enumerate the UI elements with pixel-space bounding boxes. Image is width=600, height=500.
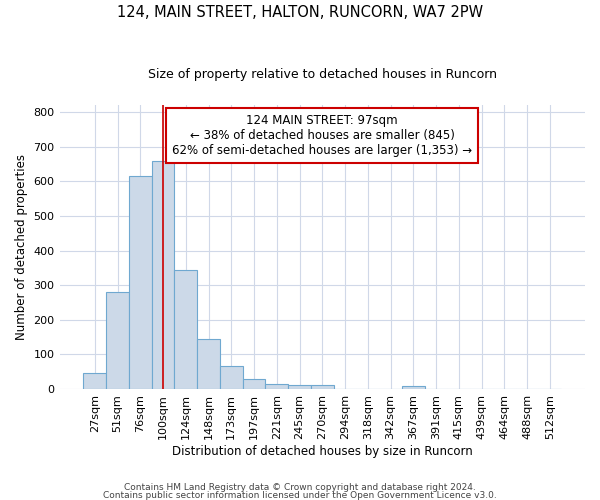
Bar [242, 378, 265, 389]
Y-axis label: Number of detached properties: Number of detached properties [15, 154, 28, 340]
Text: 124 MAIN STREET: 97sqm
← 38% of detached houses are smaller (845)
62% of semi-de: 124 MAIN STREET: 97sqm ← 38% of detached… [172, 114, 472, 157]
Bar [197, 339, 220, 389]
X-axis label: Distribution of detached houses by size in Runcorn: Distribution of detached houses by size … [172, 444, 473, 458]
Bar [311, 386, 334, 389]
Bar [220, 366, 242, 389]
Text: Contains public sector information licensed under the Open Government Licence v3: Contains public sector information licen… [103, 490, 497, 500]
Text: Contains HM Land Registry data © Crown copyright and database right 2024.: Contains HM Land Registry data © Crown c… [124, 484, 476, 492]
Title: Size of property relative to detached houses in Runcorn: Size of property relative to detached ho… [148, 68, 497, 80]
Text: 124, MAIN STREET, HALTON, RUNCORN, WA7 2PW: 124, MAIN STREET, HALTON, RUNCORN, WA7 2… [117, 5, 483, 20]
Bar [288, 386, 311, 389]
Bar [83, 374, 106, 389]
Bar [129, 176, 152, 389]
Bar [106, 292, 129, 389]
Bar [402, 386, 425, 389]
Bar [175, 270, 197, 389]
Bar [152, 160, 175, 389]
Bar [265, 384, 288, 389]
